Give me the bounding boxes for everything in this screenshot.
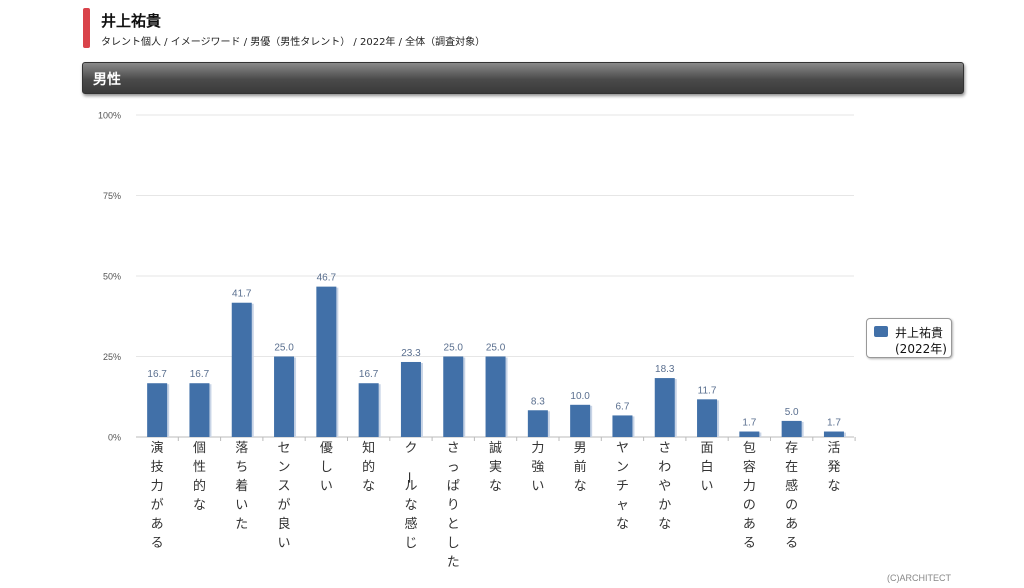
bar-value-label: 16.7 bbox=[147, 369, 167, 380]
bar-value-label: 18.3 bbox=[655, 364, 675, 375]
bar bbox=[570, 404, 591, 437]
page-subtitle: タレント個人 / イメージワード / 男優（男性タレント） / 2022年 / … bbox=[101, 37, 486, 48]
bar-value-label: 25.0 bbox=[444, 343, 464, 354]
bar-value-label: 10.0 bbox=[570, 391, 590, 402]
bar bbox=[400, 361, 421, 437]
bar-value-label: 25.0 bbox=[486, 343, 506, 354]
y-tick-label: 0% bbox=[108, 433, 121, 443]
category-label: 力強い bbox=[531, 441, 544, 494]
copyright-text: (C)ARCHITECT bbox=[887, 573, 951, 583]
y-tick-label: 75% bbox=[103, 191, 121, 201]
bar-value-label: 5.0 bbox=[785, 407, 799, 418]
category-label: さっぱりとした bbox=[447, 441, 460, 570]
bar-value-label: 41.7 bbox=[232, 289, 252, 300]
bar-value-label: 16.7 bbox=[359, 369, 379, 380]
category-label: 存在感のある bbox=[785, 441, 798, 551]
bar bbox=[739, 431, 760, 437]
category-label: ヤンチャな bbox=[616, 441, 629, 532]
category-label: 包容力のある bbox=[743, 441, 756, 551]
bar-value-label: 8.3 bbox=[531, 396, 545, 407]
bar-value-label: 23.3 bbox=[401, 348, 421, 359]
bar bbox=[358, 383, 379, 437]
bar bbox=[485, 356, 506, 437]
y-tick-label: 50% bbox=[103, 272, 121, 282]
bar bbox=[527, 410, 548, 437]
category-label: 誠実な bbox=[489, 441, 502, 494]
bar bbox=[697, 399, 718, 437]
category-label: さわやかな bbox=[658, 441, 671, 532]
title-accent-bar bbox=[83, 8, 90, 48]
category-label: センスが良い bbox=[278, 441, 291, 551]
category-label: 知的な bbox=[362, 440, 375, 494]
bar-value-label: 25.0 bbox=[274, 343, 294, 354]
category-label: 落ち着いた bbox=[235, 441, 248, 532]
y-tick-label: 100% bbox=[98, 111, 121, 121]
legend-series-name: 井上祐貴 bbox=[895, 326, 944, 340]
bar bbox=[274, 356, 295, 437]
bar bbox=[189, 383, 210, 437]
category-label: 優しい bbox=[320, 441, 333, 494]
bar bbox=[654, 378, 675, 437]
legend-series-year: (2022年) bbox=[895, 342, 947, 356]
bar-value-label: 6.7 bbox=[615, 401, 629, 412]
category-label: 演技力がある bbox=[151, 440, 164, 551]
legend-swatch bbox=[874, 326, 888, 337]
category-label: 面白い bbox=[701, 441, 714, 494]
bar bbox=[612, 415, 633, 437]
bar bbox=[231, 302, 252, 437]
page-title: 井上祐貴 bbox=[101, 12, 162, 30]
category-label: クールな感じ bbox=[400, 441, 417, 551]
y-tick-label: 25% bbox=[103, 352, 121, 362]
category-label: 活発な bbox=[827, 441, 840, 494]
bar bbox=[316, 286, 337, 437]
category-label: 個性的な bbox=[193, 441, 206, 513]
bar-value-label: 46.7 bbox=[317, 273, 337, 284]
section-title: 男性 bbox=[93, 72, 121, 88]
section-header: 男性 bbox=[82, 62, 964, 94]
bar bbox=[147, 383, 168, 437]
bar bbox=[823, 431, 844, 437]
bar-value-label: 1.7 bbox=[742, 418, 756, 429]
bar-value-label: 16.7 bbox=[190, 369, 210, 380]
bar bbox=[781, 420, 802, 437]
bar-value-label: 1.7 bbox=[827, 418, 841, 429]
chart-legend: 井上祐貴 (2022年) bbox=[866, 318, 952, 358]
bar-value-label: 11.7 bbox=[698, 385, 717, 396]
category-label: 男前な bbox=[574, 441, 587, 494]
bar bbox=[443, 356, 464, 437]
